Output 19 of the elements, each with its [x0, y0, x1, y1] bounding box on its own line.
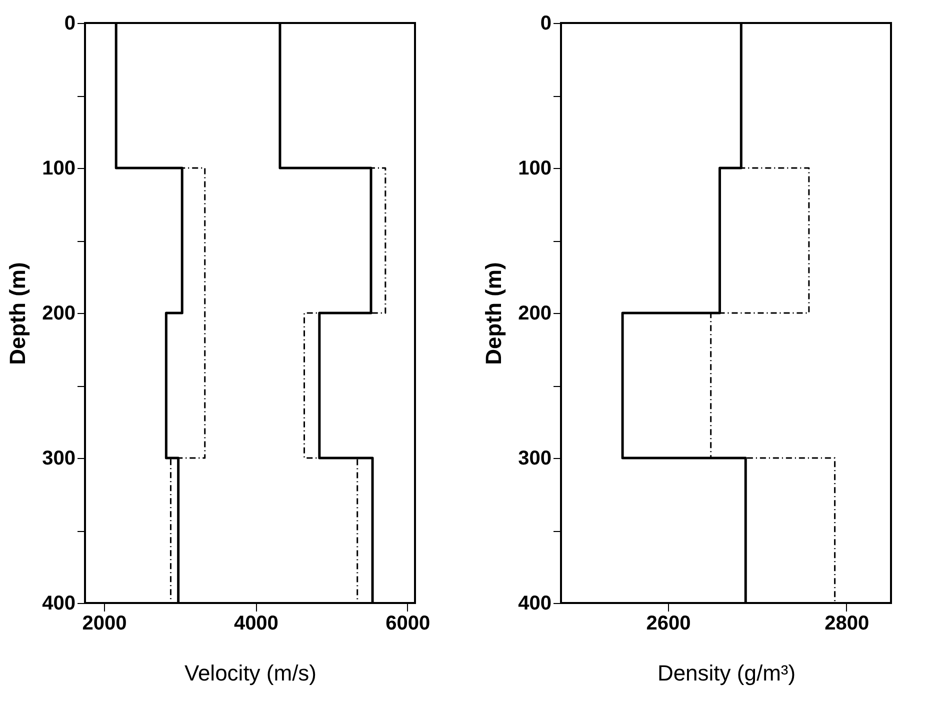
x-tick-label: 2600	[646, 612, 691, 634]
y-tick-label: 400	[42, 592, 76, 614]
y-tick-label: 0	[540, 12, 552, 34]
y-tick-label: 200	[518, 302, 552, 324]
x-tick-label: 6000	[386, 612, 430, 634]
y-tick-label: 100	[518, 158, 552, 180]
y-tick-label: 400	[518, 592, 552, 614]
y-tick-label: 300	[42, 448, 76, 470]
y-tick-label: 100	[42, 158, 76, 180]
y-tick-label: 300	[518, 448, 552, 470]
y-tick-label: 200	[42, 302, 76, 324]
y-axis-title: Depth (m)	[5, 262, 30, 365]
y-tick-label: 0	[64, 12, 76, 34]
x-tick-label: 2800	[824, 612, 870, 634]
x-tick-label: 2000	[82, 612, 127, 634]
x-axis-title: Density (g/m³)	[657, 660, 796, 686]
x-axis-title: Velocity (m/s)	[184, 660, 317, 686]
y-axis-title: Depth (m)	[481, 262, 506, 365]
x-tick-label: 4000	[234, 612, 278, 634]
